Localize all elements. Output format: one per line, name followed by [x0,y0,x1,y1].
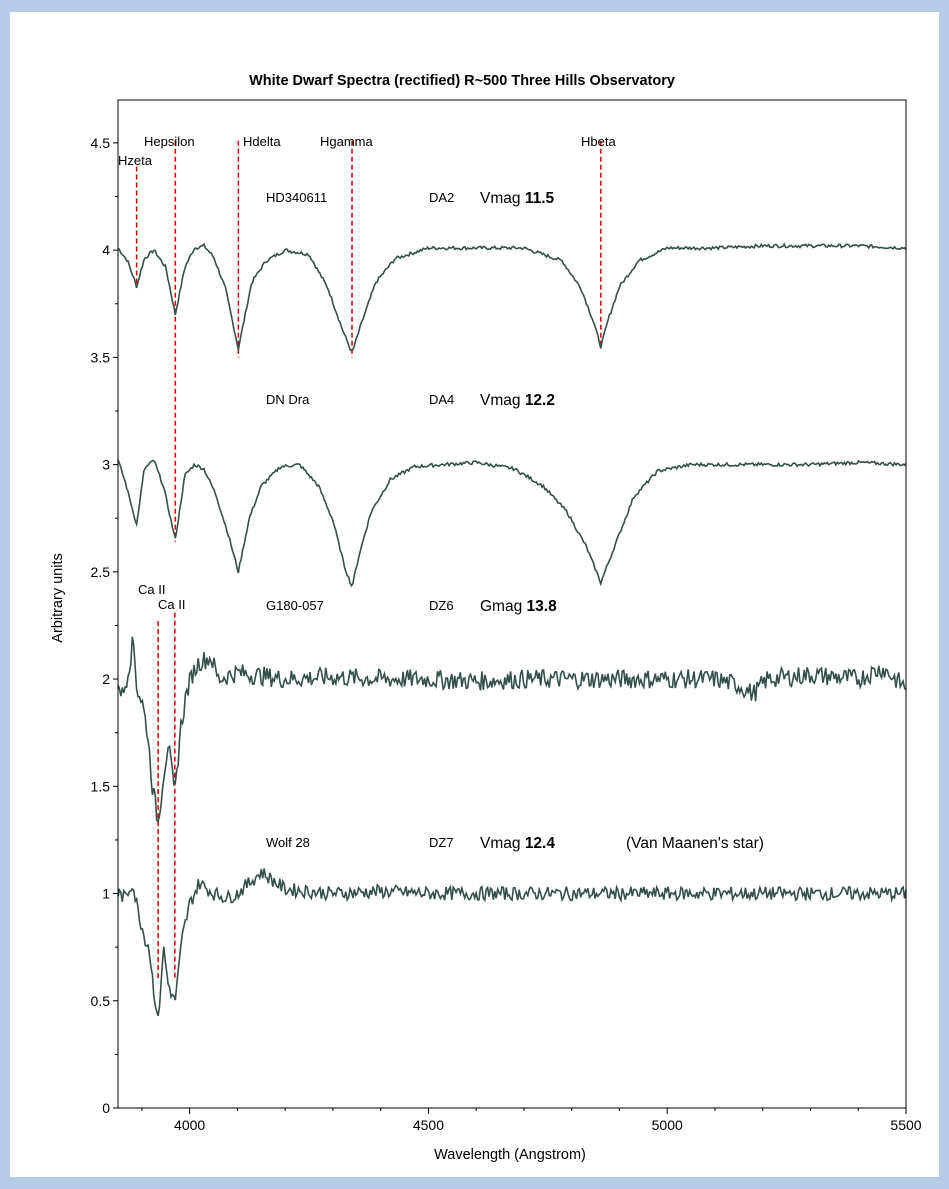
star-name: HD340611 [266,190,327,205]
star-spectral-type: DZ6 [429,598,454,613]
spectrum-line-g180-057 [117,636,907,823]
star-magnitude: Vmag 11.5 [480,190,555,207]
x-axis-ticks: 4000 4500 5000 5500 [141,1108,922,1133]
spectrum-line-dn-dra [117,459,907,588]
star-magnitude: Vmag 12.2 [480,392,555,409]
spectral-line-label: Hgamma [320,134,374,149]
y-axis-label: Arbitrary units [50,553,66,642]
x-axis-label: Wavelength (Angstrom) [434,1147,586,1163]
star-spectral-type: DZ7 [429,835,454,850]
star-spectral-type: DA2 [429,190,454,205]
spectra-chart: White Dwarf Spectra (rectified) R~500 Th… [50,73,922,1163]
spectral-line-label: Hepsilon [144,134,195,149]
y-tick-label: 3 [102,457,110,473]
y-tick-label: 2 [102,671,110,687]
y-tick-label: 3.5 [91,349,111,365]
x-tick-label: 4500 [413,1117,444,1133]
spectral-line-label: Hdelta [243,134,281,149]
y-tick-label: 4 [102,242,110,258]
x-tick-label: 4000 [174,1117,205,1133]
spectral-line-label: Ca II [138,582,165,597]
spectral-line-label: Hbeta [581,134,616,149]
spectral-line-label: Ca II [158,597,185,612]
plot-frame [117,99,907,1109]
spectral-line-markers [135,140,602,980]
spectrum-line-wolf-28 [117,868,907,1017]
star-spectral-type: DA4 [429,392,454,407]
y-tick-label: 0.5 [91,993,111,1009]
y-tick-label: 4.5 [91,135,111,151]
spectrum-traces [117,242,907,1017]
star-magnitude: Gmag 13.8 [480,598,557,615]
star-labels: HD340611 DA2 Vmag 11.5 DN Dra DA4 Vmag 12.2 G1… [266,190,764,852]
star-magnitude: Vmag 12.4 [480,835,555,852]
y-axis-ticks: 0 0.5 1 1.5 2 2.5 3 3.5 4 4.5 [91,135,118,1116]
star-note: (Van Maanen's star) [626,835,764,852]
y-tick-label: 1.5 [91,778,111,794]
spectral-line-label: Hzeta [118,153,153,168]
y-tick-label: 1 [102,886,110,902]
y-tick-label: 0 [102,1100,110,1116]
chart-title: White Dwarf Spectra (rectified) R~500 Th… [249,73,675,89]
spectrum-line-hd340611 [117,242,907,352]
x-tick-label: 5500 [890,1117,921,1133]
star-name: DN Dra [266,392,310,407]
y-tick-label: 2.5 [91,564,111,580]
star-name: G180-057 [266,598,324,613]
chart-panel: White Dwarf Spectra (rectified) R~500 Th… [10,12,939,1177]
star-name: Wolf 28 [266,835,310,850]
x-tick-label: 5000 [652,1117,683,1133]
